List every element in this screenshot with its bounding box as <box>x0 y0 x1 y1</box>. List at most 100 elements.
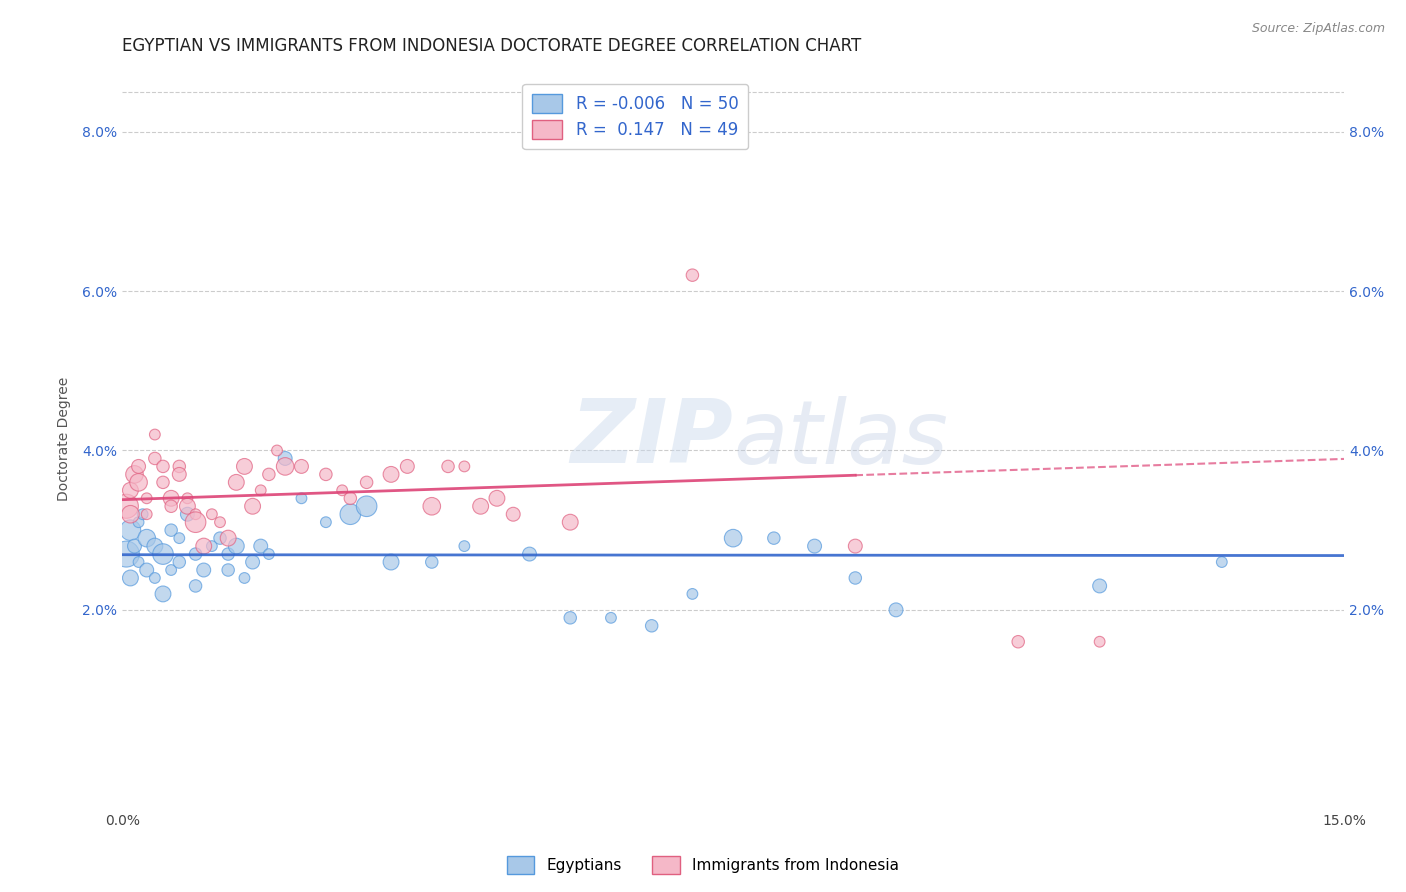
Point <box>225 539 247 553</box>
Point <box>184 515 207 529</box>
Point <box>274 459 297 474</box>
Point <box>266 443 288 458</box>
Point <box>128 515 150 529</box>
Point <box>249 483 271 498</box>
Point <box>560 515 582 529</box>
Point <box>600 611 623 625</box>
Point <box>160 563 183 577</box>
Point <box>420 500 443 514</box>
Point <box>274 451 297 466</box>
Point <box>120 507 142 521</box>
Point <box>681 587 703 601</box>
Point <box>193 563 215 577</box>
Point <box>502 507 524 521</box>
Point <box>420 555 443 569</box>
Point <box>225 475 247 490</box>
Point <box>169 555 191 569</box>
Point <box>176 491 198 506</box>
Point <box>242 555 264 569</box>
Point <box>131 507 153 521</box>
Point <box>315 515 337 529</box>
Point <box>169 459 191 474</box>
Point <box>152 459 174 474</box>
Point <box>169 531 191 545</box>
Point <box>152 587 174 601</box>
Point <box>485 491 508 506</box>
Point <box>120 571 142 585</box>
Point <box>201 539 224 553</box>
Point <box>120 483 142 498</box>
Point <box>396 459 419 474</box>
Point <box>160 491 183 506</box>
Point <box>124 467 146 482</box>
Point <box>208 531 231 545</box>
Point <box>453 539 475 553</box>
Point <box>135 563 157 577</box>
Point <box>1088 579 1111 593</box>
Point <box>208 515 231 529</box>
Point <box>115 547 138 561</box>
Point <box>143 451 166 466</box>
Point <box>762 531 785 545</box>
Point <box>356 500 378 514</box>
Point <box>217 531 239 545</box>
Point <box>803 539 825 553</box>
Point <box>143 427 166 442</box>
Point <box>233 571 256 585</box>
Point <box>184 507 207 521</box>
Text: atlas: atlas <box>733 395 948 482</box>
Point <box>249 539 271 553</box>
Text: Source: ZipAtlas.com: Source: ZipAtlas.com <box>1251 22 1385 36</box>
Point <box>356 475 378 490</box>
Point <box>844 571 866 585</box>
Point <box>380 555 402 569</box>
Point <box>560 611 582 625</box>
Legend: Egyptians, Immigrants from Indonesia: Egyptians, Immigrants from Indonesia <box>501 850 905 880</box>
Point <box>152 475 174 490</box>
Point <box>844 539 866 553</box>
Point <box>176 500 198 514</box>
Point <box>128 459 150 474</box>
Point <box>453 459 475 474</box>
Point <box>641 619 664 633</box>
Point <box>169 467 191 482</box>
Point <box>290 491 312 506</box>
Point <box>437 459 460 474</box>
Point <box>470 500 492 514</box>
Point <box>176 507 198 521</box>
Point <box>124 539 146 553</box>
Text: ZIP: ZIP <box>571 395 733 482</box>
Point <box>681 268 703 282</box>
Point <box>315 467 337 482</box>
Point <box>380 467 402 482</box>
Point <box>160 500 183 514</box>
Point <box>339 507 361 521</box>
Point <box>217 547 239 561</box>
Point <box>184 579 207 593</box>
Point <box>290 459 312 474</box>
Point <box>128 475 150 490</box>
Point <box>330 483 353 498</box>
Point <box>1211 555 1233 569</box>
Point <box>217 563 239 577</box>
Point <box>257 467 280 482</box>
Y-axis label: Doctorate Degree: Doctorate Degree <box>58 376 72 500</box>
Point <box>1088 634 1111 648</box>
Point <box>201 507 224 521</box>
Point <box>135 531 157 545</box>
Legend: R = -0.006   N = 50, R =  0.147   N = 49: R = -0.006 N = 50, R = 0.147 N = 49 <box>523 84 748 149</box>
Point <box>257 547 280 561</box>
Point <box>721 531 744 545</box>
Point <box>115 500 138 514</box>
Point <box>242 500 264 514</box>
Point <box>135 491 157 506</box>
Point <box>233 459 256 474</box>
Point <box>143 539 166 553</box>
Point <box>519 547 541 561</box>
Point <box>152 547 174 561</box>
Point <box>120 523 142 537</box>
Text: EGYPTIAN VS IMMIGRANTS FROM INDONESIA DOCTORATE DEGREE CORRELATION CHART: EGYPTIAN VS IMMIGRANTS FROM INDONESIA DO… <box>122 37 862 55</box>
Point <box>193 539 215 553</box>
Point <box>184 547 207 561</box>
Point <box>128 555 150 569</box>
